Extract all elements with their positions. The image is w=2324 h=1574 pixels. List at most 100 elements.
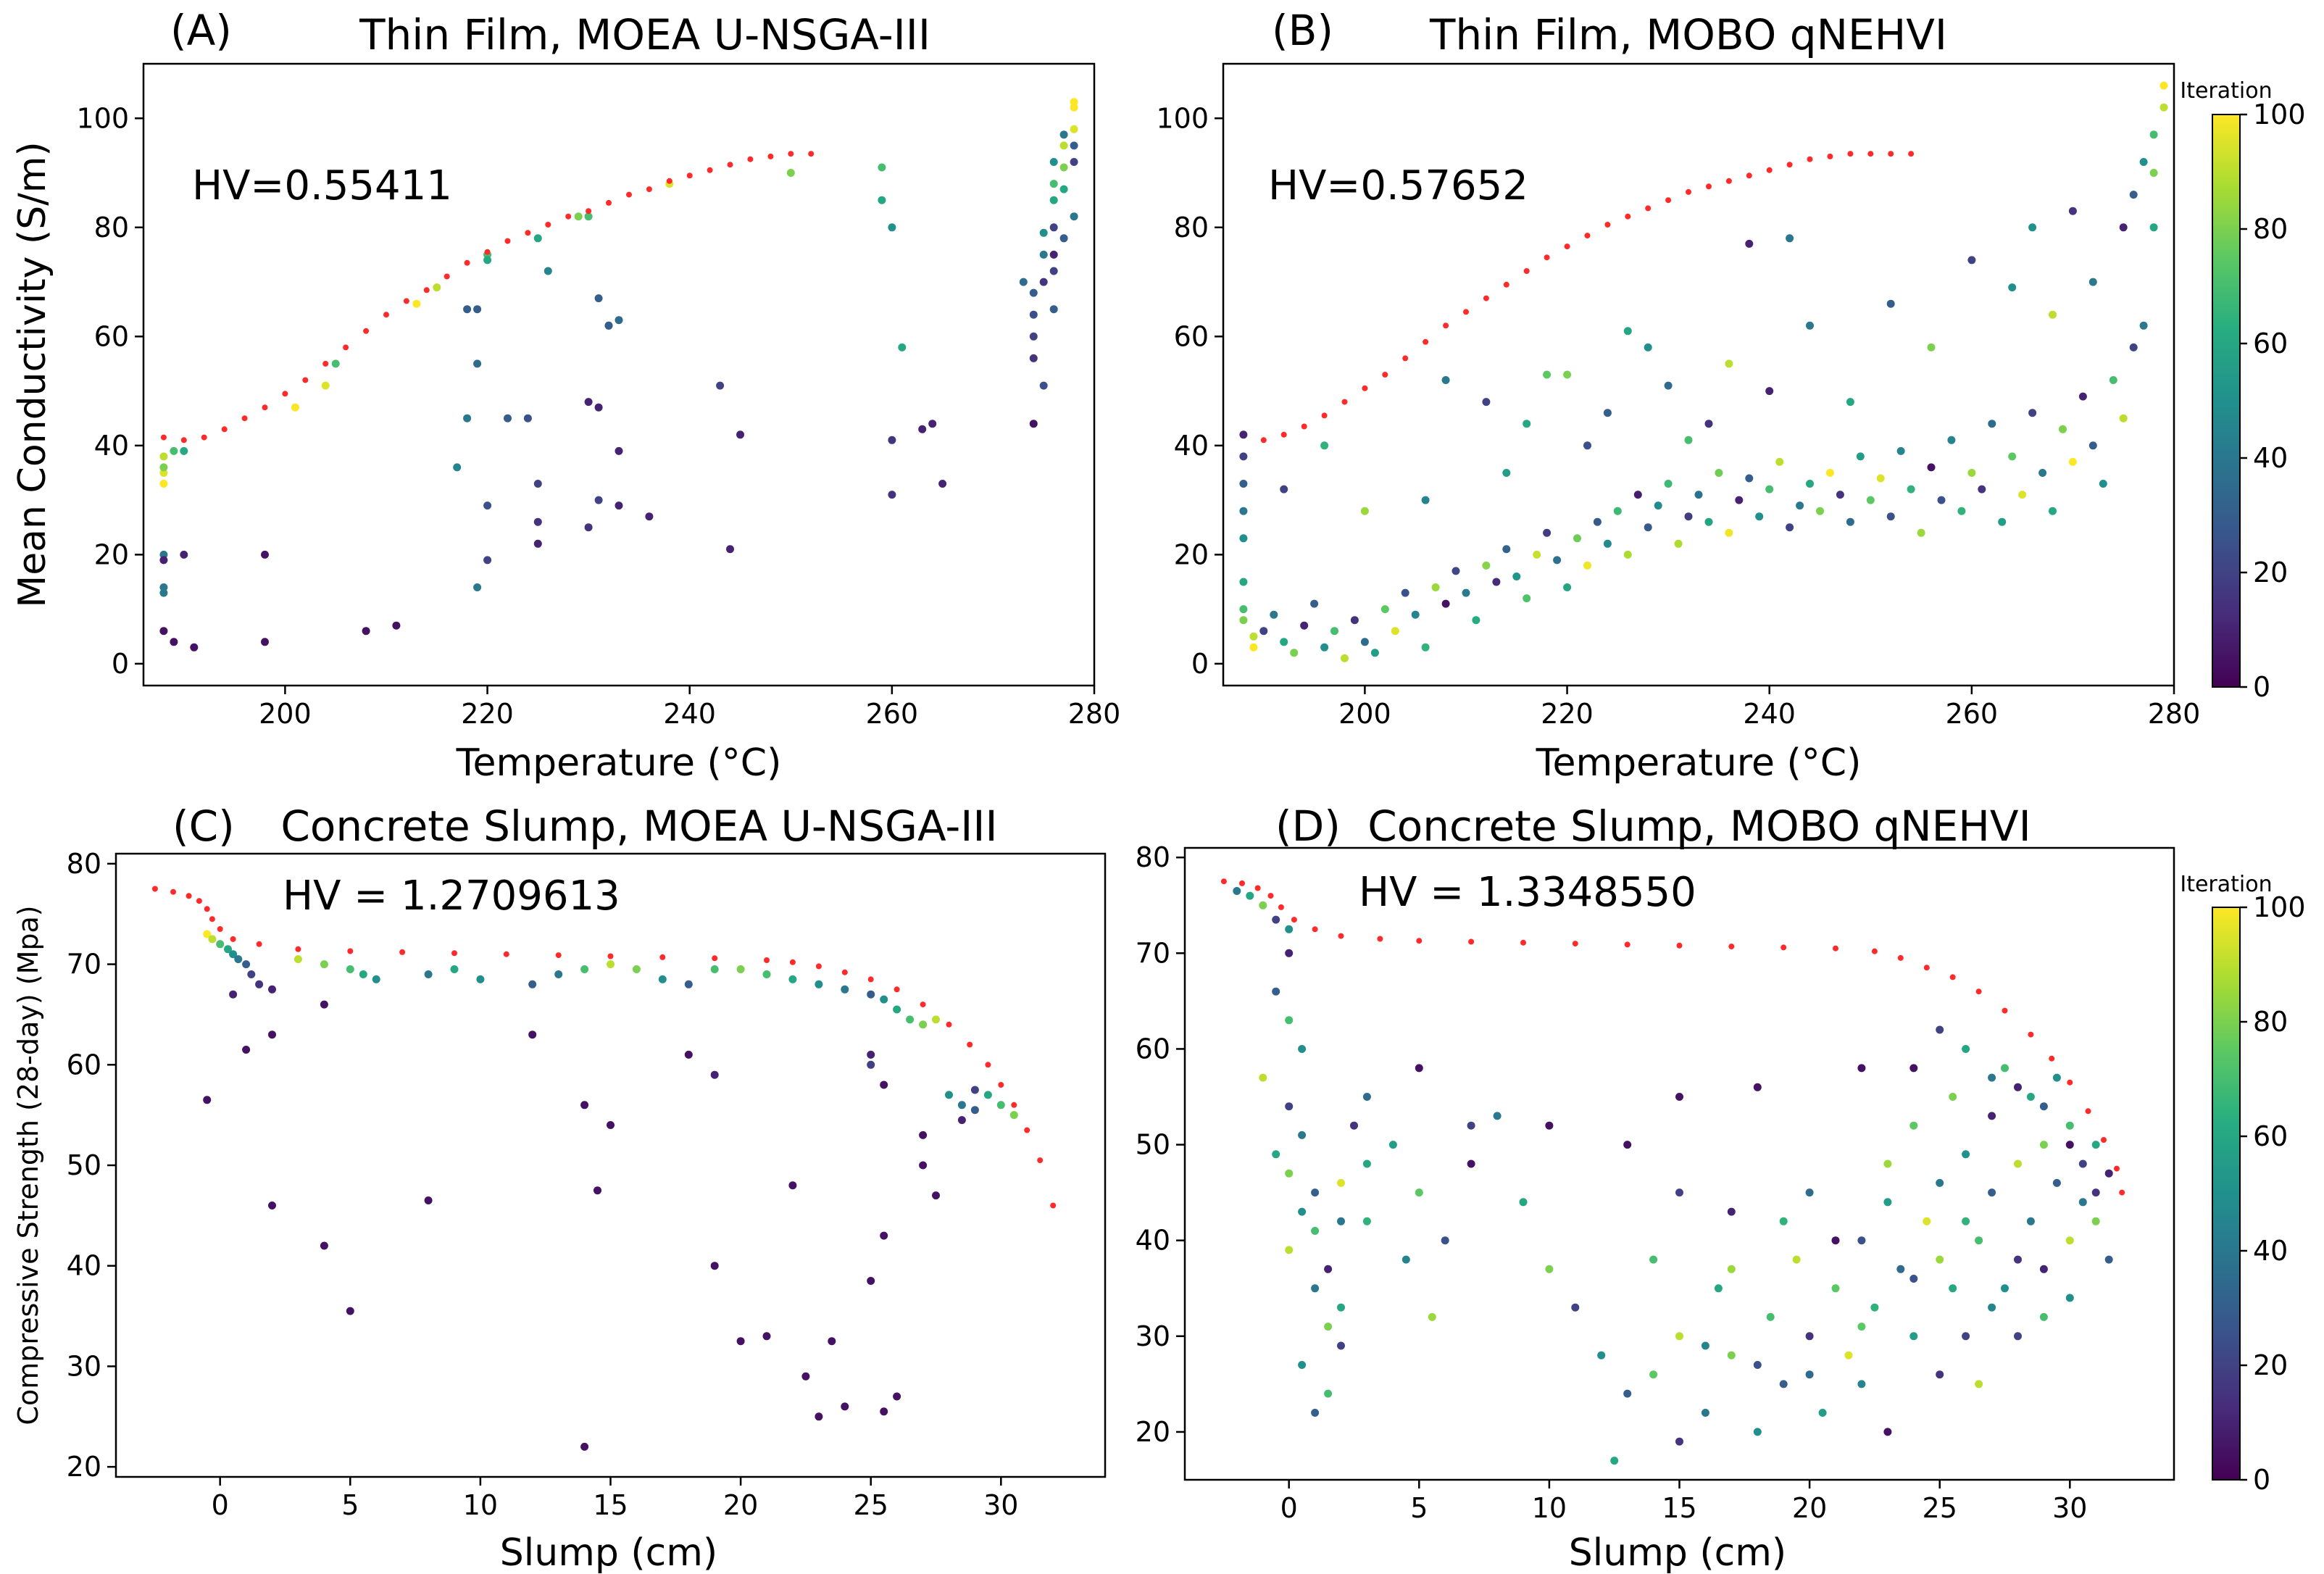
- panel-d-data-point: [1753, 1083, 1762, 1091]
- panel-b-data-point: [1896, 446, 1905, 455]
- panel-a-ytick-label: 100: [76, 102, 129, 134]
- panel-b-pareto-point: [1280, 431, 1287, 438]
- panel-a-data-point: [533, 539, 542, 548]
- panel-a-ytick-label: 20: [94, 538, 129, 570]
- panel-c-data-point: [320, 960, 328, 969]
- panel-a-data-point: [190, 643, 199, 651]
- panel-d-pareto-point: [1624, 941, 1630, 948]
- panel-d-ytick-label: 50: [1136, 1129, 1170, 1161]
- colorbar-tick-label: 80: [2253, 1006, 2288, 1038]
- panel-b-data-point: [1755, 512, 1764, 521]
- panel-b-data-point: [2049, 507, 2057, 515]
- panel-a-pareto-point: [302, 377, 309, 383]
- panel-a-data-point: [615, 501, 623, 510]
- panel-a-pareto-point: [586, 208, 592, 215]
- panel-b-ytick-label: 20: [1174, 538, 1209, 570]
- panel-a-xlabel: Temperature (°C): [456, 741, 782, 785]
- panel-d-xtick-label: 20: [1792, 1492, 1827, 1524]
- panel-d-xtick-label: 5: [1410, 1492, 1428, 1524]
- panel-d-data-point: [1870, 1303, 1879, 1312]
- panel-d-xtick-label: 15: [1662, 1492, 1696, 1524]
- panel-a-ylabel: Mean Conductivity (S/m): [11, 141, 54, 607]
- panel-a-data-point: [170, 446, 178, 455]
- panel-b-data-point: [2139, 321, 2148, 330]
- panel-a-data-point: [1049, 267, 1058, 275]
- panel-b-data-point: [1644, 523, 1652, 532]
- panel-c-data-point: [815, 980, 823, 988]
- panel-d-pareto-point: [1468, 938, 1475, 945]
- panel-d-pareto-point: [2049, 1055, 2055, 1062]
- panel-a-data-point: [159, 583, 168, 591]
- panel-c-pareto-point: [399, 949, 406, 955]
- panel-c-ytick-label: 70: [67, 949, 101, 980]
- panel-a-data-point: [878, 163, 886, 172]
- panel-a-data-point: [483, 556, 492, 565]
- panel-b-data-point: [1664, 480, 1673, 488]
- panel-b-pareto-point: [1645, 205, 1652, 212]
- panel-b-pareto-point: [1908, 151, 1915, 157]
- panel-c-xlabel: Slump (cm): [500, 1531, 717, 1574]
- panel-c-data-point: [841, 1402, 849, 1411]
- panel-b-data-point: [1239, 480, 1248, 488]
- panel-d-data-point: [1818, 1409, 1827, 1417]
- panel-b-pareto-point: [1341, 399, 1348, 405]
- panel-a-data-point: [473, 305, 482, 314]
- panel-b-data-point: [1270, 610, 1278, 619]
- panel-c-data-point: [945, 1091, 953, 1099]
- panel-a: (A) Thin Film, MOEA U-NSGA-III 200 220 240…: [11, 6, 1120, 785]
- panel-d: (D) Concrete Slump, MOBO qNEHVI 0 5 10 15 20…: [1136, 801, 2306, 1574]
- panel-c-pareto-point: [295, 946, 301, 952]
- panel-a-pareto-point: [646, 186, 652, 193]
- panel-b-pareto-point: [1382, 372, 1388, 378]
- panel-c-pareto-point: [764, 957, 770, 963]
- panel-b-data-point: [2149, 169, 2158, 177]
- panel-d-pareto-point: [1728, 944, 1735, 950]
- panel-d-data-point: [2052, 1178, 2061, 1187]
- panel-c-pareto-point: [1011, 1102, 1017, 1108]
- panel-a-pareto-point: [180, 437, 187, 444]
- panel-c-data-point: [255, 980, 264, 988]
- panel-b-data-point: [1967, 469, 1976, 477]
- panel-a-data-point: [1039, 278, 1048, 286]
- panel-b-data-point: [2088, 441, 2097, 450]
- panel-b-data-point: [1846, 517, 1854, 526]
- panel-a-data-point: [159, 463, 168, 472]
- panel-c-data-point: [216, 940, 225, 949]
- panel-b-data-point: [1239, 616, 1248, 625]
- panel-a-data-point: [1029, 354, 1038, 362]
- panel-c-pareto-point: [1037, 1157, 1044, 1164]
- panel-b-data-point: [1704, 517, 1713, 526]
- panel-c-data-point: [268, 1030, 276, 1039]
- panel-a-data-point: [291, 403, 299, 412]
- panel-b-data-point: [1947, 436, 1956, 444]
- panel-b-data-point: [1745, 474, 1754, 483]
- panel-b-data-point: [1239, 430, 1248, 439]
- panel-b-data-point: [1644, 343, 1652, 351]
- panel-b-data-point: [1967, 256, 1976, 265]
- panel-b-pareto-point: [1847, 151, 1854, 157]
- panel-b-data-point: [1633, 491, 1642, 499]
- panel-a-data-point: [898, 343, 907, 351]
- panel-b-data-point: [1786, 523, 1794, 532]
- panel-a-data-point: [888, 491, 896, 499]
- panel-d-data-point: [1675, 1332, 1683, 1341]
- panel-c-data-point: [229, 990, 238, 999]
- panel-a-data-point: [159, 469, 168, 477]
- colorbar-tick-label: 60: [2253, 328, 2288, 359]
- panel-b-data-point: [1239, 605, 1248, 614]
- panel-c-data-point: [801, 1372, 810, 1381]
- panel-b-data-point: [1745, 239, 1754, 248]
- panel-d-data-point: [1272, 987, 1280, 996]
- panel-a-data-point: [1070, 125, 1078, 133]
- panel-a-data-point: [504, 414, 512, 422]
- panel-c-xtick-label: 0: [212, 1489, 229, 1521]
- panel-a-data-point: [533, 480, 542, 488]
- panel-c-pareto-point: [204, 906, 210, 912]
- panel-b-xtick-label: 240: [1743, 698, 1796, 730]
- panel-a-data-point: [1059, 234, 1068, 243]
- panel-a-data-point: [331, 359, 340, 368]
- panel-b-data-point: [1704, 420, 1713, 428]
- panel-d-xtick-label: 0: [1280, 1492, 1298, 1524]
- panel-d-data-point: [1844, 1351, 1853, 1359]
- panel-a-data-point: [1070, 141, 1078, 150]
